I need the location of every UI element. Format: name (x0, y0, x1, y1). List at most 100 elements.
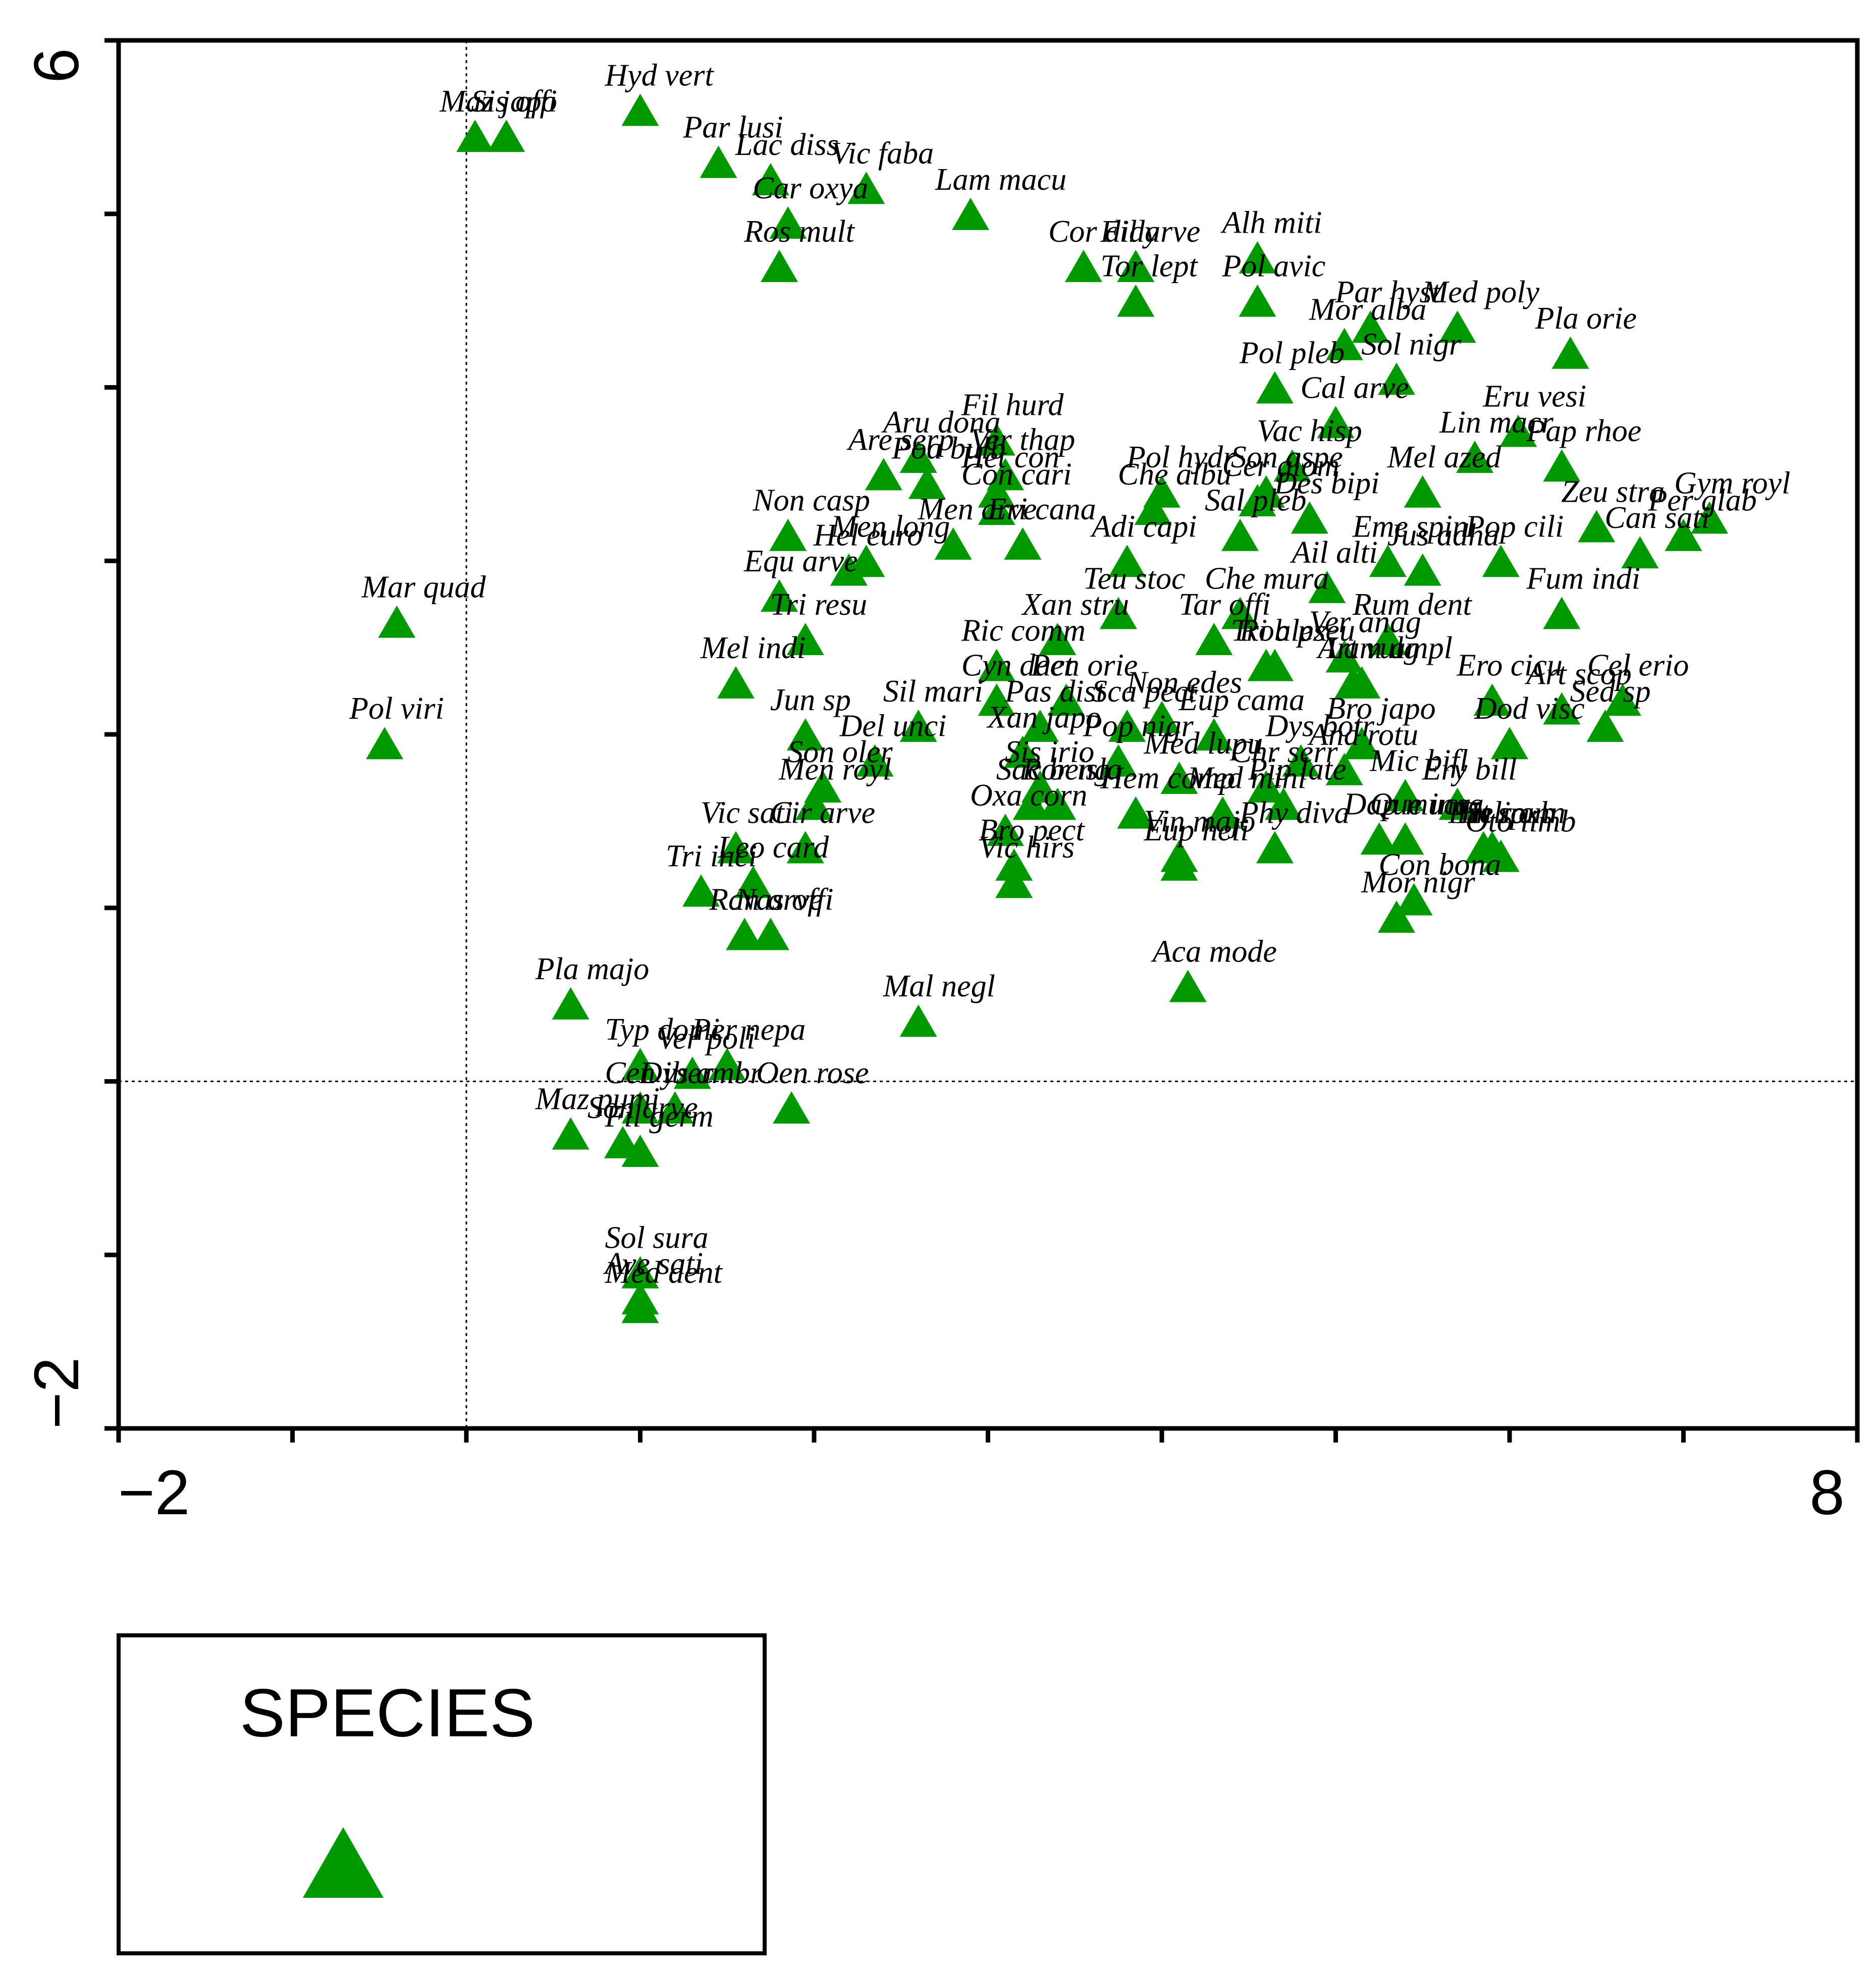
species-label: Che mura (1205, 561, 1329, 596)
species-label: Med mini (1187, 761, 1307, 795)
species-label: Par lusi (683, 111, 783, 145)
species-label: Pap rhoe (1526, 414, 1641, 448)
species-marker (1047, 683, 1085, 716)
species-label: Pop nigr (1083, 709, 1194, 743)
species-label: Teu stoc (1083, 561, 1186, 596)
species-label: Are serp (846, 422, 954, 457)
species-marker (1143, 701, 1181, 733)
species-label: Ave sati (603, 1247, 704, 1281)
species-marker (1665, 518, 1702, 551)
species-label: Son aspe (1231, 440, 1343, 474)
species-marker (986, 814, 1024, 846)
species-marker (1543, 597, 1581, 629)
species-marker (717, 831, 755, 864)
species-marker (761, 249, 798, 282)
species-label: Bro pect (979, 813, 1085, 847)
species-label: Pop cili (1465, 509, 1564, 544)
species-label: Mor alba (1309, 293, 1427, 327)
species-label: Cel erio (1587, 648, 1689, 682)
species-label: Ric comm (961, 614, 1086, 648)
species-marker (1108, 709, 1146, 742)
species-label: Sil mari (883, 674, 983, 709)
axis-ticks (104, 38, 1860, 1443)
species-label: Sol sura (605, 1221, 709, 1255)
species-label: Hem comp (1100, 761, 1235, 795)
species-marker (1134, 493, 1172, 525)
species-marker (1378, 900, 1416, 933)
species-label: Vic hirs (979, 830, 1075, 865)
species-label: Cor didy (1048, 215, 1159, 249)
species-label: Mel azed (1387, 440, 1502, 474)
species-label: Leo card (717, 830, 829, 865)
species-label: Mor nigr (1361, 865, 1476, 899)
species-marker (1117, 796, 1155, 829)
species-marker (847, 172, 885, 204)
species-marker (978, 423, 1015, 456)
species-marker (1317, 406, 1355, 439)
species-marker (1273, 449, 1311, 482)
species-label: Sal pleb (1205, 484, 1306, 518)
species-label: Eup heli (1143, 813, 1249, 847)
species-label: Nas offi (735, 882, 834, 917)
species-marker (552, 987, 589, 1020)
species-marker (456, 120, 494, 152)
species-marker (1160, 761, 1198, 794)
species-label: Ery bill (1422, 753, 1517, 787)
axis-tick-labels: −2 8 6 −2 (22, 48, 1845, 1528)
species-label: Fum indi (1526, 561, 1640, 596)
species-label: Oto limb (1466, 805, 1576, 839)
species-label: Sed sp (1570, 674, 1650, 709)
species-marker (1256, 371, 1294, 404)
species-marker (773, 1091, 811, 1124)
species-marker (786, 718, 824, 751)
species-label: Son oler (787, 735, 893, 769)
species-marker (1543, 692, 1581, 725)
species-label: And rotu (1307, 718, 1418, 752)
species-label: Par hyst (1334, 275, 1441, 309)
species-label: Che albu (1118, 457, 1232, 492)
legend-title: SPECIES (240, 1675, 535, 1751)
species-marker (1465, 831, 1503, 864)
species-label: Lam macu (935, 163, 1066, 197)
x-tick-label-max: 8 (1809, 1458, 1845, 1528)
species-label: Pol pleb (1239, 336, 1345, 370)
species-label: Sis offi (471, 84, 557, 119)
species-marker (1491, 727, 1528, 760)
species-marker (1239, 241, 1276, 274)
species-marker (1221, 597, 1259, 629)
species-label: Vac hisp (1257, 414, 1362, 448)
species-marker (1265, 787, 1303, 820)
species-label: Mar quad (361, 570, 486, 605)
species-label: Pla majo (535, 952, 650, 986)
species-label: Non casp (752, 484, 870, 518)
species-marker (1108, 545, 1146, 577)
species-marker (621, 1256, 659, 1289)
species-label: Oxa corn (970, 778, 1087, 813)
species-marker (1012, 787, 1050, 820)
species-label: Tor lept (1100, 249, 1198, 284)
species-marker (1386, 779, 1424, 812)
species-label: Del unci (839, 709, 947, 743)
species-marker (1438, 310, 1476, 343)
species-label: Ero cicu (1457, 648, 1563, 682)
species-label: Med lupu (1143, 726, 1263, 761)
species-label: Men arve (918, 492, 1037, 526)
species-marker (621, 1048, 659, 1081)
species-marker (1160, 848, 1198, 881)
species-marker (856, 744, 894, 777)
species-marker (995, 866, 1033, 898)
species-label: Dys ambr (639, 1056, 763, 1090)
species-label: Ver poli (657, 1021, 756, 1055)
species-label: Eri cana (987, 492, 1096, 526)
species-marker (1204, 796, 1242, 829)
species-label: Fil arve (1100, 215, 1200, 249)
species-marker (1169, 970, 1207, 1002)
species-label: Dod visc (1474, 691, 1585, 726)
species-marker (1691, 501, 1729, 534)
species-label: Ail alti (1290, 536, 1378, 570)
species-marker (934, 527, 972, 560)
species-marker (1256, 831, 1294, 864)
species-marker (830, 553, 868, 586)
species-marker (978, 683, 1015, 716)
